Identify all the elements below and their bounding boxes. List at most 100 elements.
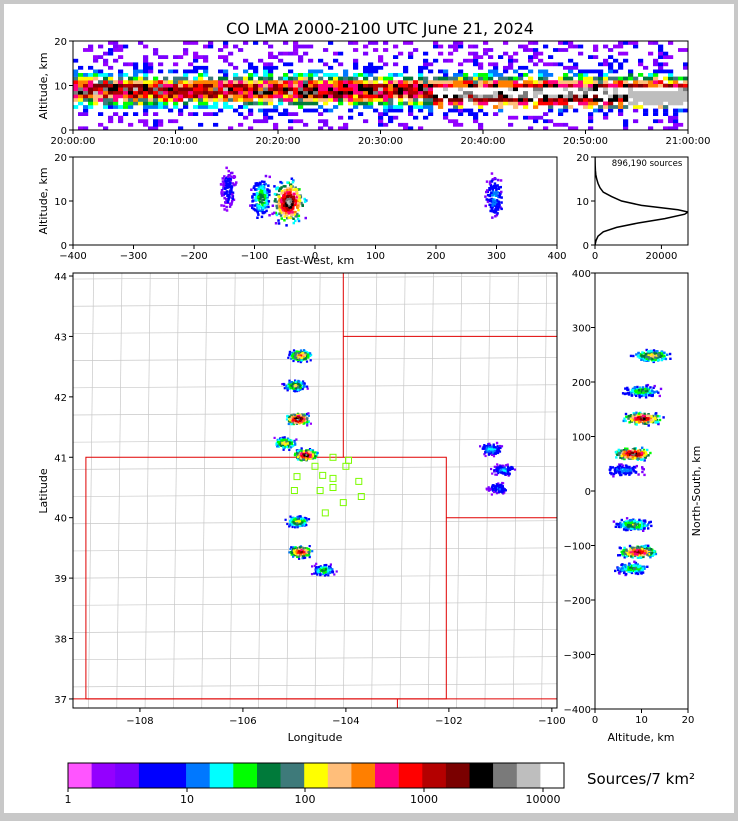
east-west-source-cell xyxy=(275,222,278,225)
time-height-source-cell xyxy=(228,91,233,95)
time-height-source-cell xyxy=(538,98,543,102)
time-height-source-cell xyxy=(553,102,558,106)
plan-view-source-cell xyxy=(290,418,292,420)
time-height-source-cell xyxy=(558,94,563,98)
time-tick-label: 20:40:00 xyxy=(461,136,506,147)
time-height-source-cell xyxy=(663,70,668,74)
time-height-source-cell xyxy=(413,91,418,95)
time-height-source-cell xyxy=(598,62,603,66)
east-west-source-cell xyxy=(249,204,252,207)
time-height-source-cell xyxy=(443,77,448,81)
time-height-source-cell xyxy=(148,98,153,102)
time-height-source-cell xyxy=(378,91,383,95)
plan-view-source-cell xyxy=(320,573,322,575)
time-height-source-cell xyxy=(343,98,348,102)
time-height-source-cell xyxy=(353,66,358,70)
east-west-x-label: East-West, km xyxy=(276,254,354,267)
time-height-source-cell xyxy=(293,84,298,88)
time-height-source-cell xyxy=(413,102,418,106)
time-height-source-cell xyxy=(118,116,123,120)
time-height-source-cell xyxy=(383,112,388,116)
time-height-source-cell xyxy=(113,48,118,52)
time-height-source-cell xyxy=(213,112,218,116)
east-west-source-cell xyxy=(290,201,293,204)
east-west-source-cell xyxy=(294,200,297,203)
time-height-source-cell xyxy=(673,123,678,127)
north-south-source-cell xyxy=(635,391,637,393)
time-height-source-cell xyxy=(413,94,418,98)
time-height-source-cell xyxy=(568,94,573,98)
east-west-source-cell xyxy=(491,209,494,212)
plan-view-source-cell xyxy=(299,523,301,525)
time-height-source-cell xyxy=(168,80,173,84)
plan-view-source-cell xyxy=(499,445,501,447)
time-height-source-cell xyxy=(93,102,98,106)
histogram-tick-label: 20000 xyxy=(646,251,678,262)
plan-view-source-cell xyxy=(303,553,305,555)
time-height-source-cell xyxy=(318,119,323,123)
time-height-source-cell xyxy=(383,41,388,45)
time-height-source-cell xyxy=(243,84,248,88)
plan-view-source-cell xyxy=(306,421,308,423)
plan-view-source-cell xyxy=(295,381,297,383)
time-height-source-cell xyxy=(648,77,653,81)
time-height-source-cell xyxy=(573,45,578,49)
time-height-source-cell xyxy=(468,98,473,102)
time-height-source-cell xyxy=(128,123,133,127)
plan-view-source-cell xyxy=(299,546,301,548)
plan-view-source-cell xyxy=(300,549,302,551)
plan-view-source-cell xyxy=(303,422,305,424)
time-height-source-cell xyxy=(83,94,88,98)
time-height-source-cell xyxy=(153,77,158,81)
time-height-source-cell xyxy=(208,80,213,84)
time-height-source-cell xyxy=(398,52,403,56)
plan-view-source-cell xyxy=(294,390,296,392)
time-height-source-cell xyxy=(523,84,528,88)
time-height-source-cell xyxy=(88,45,93,49)
time-height-source-cell xyxy=(433,77,438,81)
time-height-source-cell xyxy=(638,84,643,88)
time-height-source-cell xyxy=(473,91,478,95)
time-height-source-cell xyxy=(103,94,108,98)
time-height-source-cell xyxy=(373,77,378,81)
plan-view-source-cell xyxy=(325,568,327,570)
time-height-source-cell xyxy=(663,55,668,59)
plan-view-source-cell xyxy=(315,563,317,565)
time-height-source-cell xyxy=(173,98,178,102)
time-height-source-cell xyxy=(413,80,418,84)
time-height-source-cell xyxy=(148,105,153,109)
time-height-source-cell xyxy=(258,84,263,88)
time-height-source-cell xyxy=(348,77,353,81)
time-height-source-cell xyxy=(438,91,443,95)
time-height-source-cell xyxy=(73,59,78,63)
time-height-source-cell xyxy=(323,119,328,123)
time-height-source-cell xyxy=(183,94,188,98)
time-height-source-cell xyxy=(563,98,568,102)
time-height-source-cell xyxy=(138,70,143,74)
plan-view-source-cell xyxy=(289,442,291,444)
time-height-source-cell xyxy=(293,52,298,56)
north-south-source-cell xyxy=(659,395,661,397)
plan-view-source-cell xyxy=(295,357,297,359)
time-height-source-cell xyxy=(298,98,303,102)
time-height-source-cell xyxy=(493,66,498,70)
time-height-source-cell xyxy=(313,109,318,113)
time-height-source-cell xyxy=(658,87,663,91)
north-south-source-cell xyxy=(661,359,663,361)
time-height-source-cell xyxy=(343,87,348,91)
time-height-source-cell xyxy=(348,80,353,84)
time-height-source-cell xyxy=(298,94,303,98)
time-height-source-cell xyxy=(198,80,203,84)
time-height-source-cell xyxy=(428,109,433,113)
time-height-source-cell xyxy=(283,41,288,45)
time-height-source-cell xyxy=(448,91,453,95)
time-height-source-cell xyxy=(153,52,158,56)
time-height-source-cell xyxy=(73,77,78,81)
time-height-source-cell xyxy=(498,55,503,59)
time-height-source-cell xyxy=(678,91,683,95)
time-height-source-cell xyxy=(378,66,383,70)
time-height-source-cell xyxy=(473,119,478,123)
time-height-source-cell xyxy=(563,102,568,106)
time-height-source-cell xyxy=(523,116,528,120)
